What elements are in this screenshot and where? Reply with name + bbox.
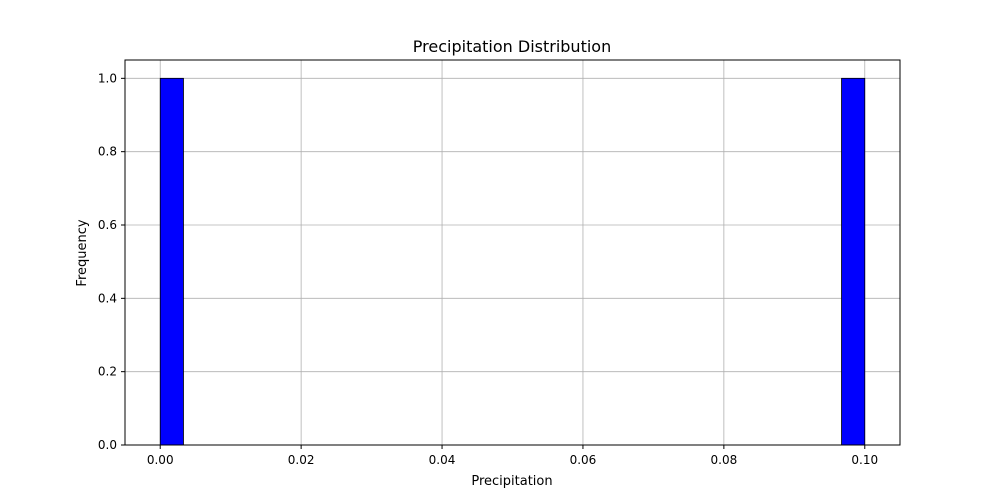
x-tick-label: 0.00 [147,453,174,467]
x-tick-label: 0.04 [429,453,456,467]
y-axis-label: Frequency [75,219,90,286]
grid-lines [125,60,900,446]
x-tick-label: 0.10 [851,453,878,467]
y-tick-label: 0.8 [98,145,117,159]
y-tick-label: 0.4 [98,291,117,305]
y-tick-label: 0.2 [98,365,117,379]
chart-title: Precipitation Distribution [413,37,611,56]
plot-area-frame [124,59,901,446]
x-tick-label: 0.06 [570,453,597,467]
histogram-bar [159,77,184,446]
x-axis-ticks: 0.00 0.02 0.04 0.06 0.08 0.10 [147,445,878,467]
histogram-bar [841,77,866,446]
x-tick-label: 0.02 [288,453,315,467]
y-axis-ticks: 0.0 0.2 0.4 0.6 0.8 1.0 [98,71,125,452]
x-tick-label: 0.08 [711,453,738,467]
y-tick-label: 0.6 [98,218,117,232]
histogram-bars [159,77,866,446]
y-tick-label: 1.0 [98,71,117,85]
x-axis-label: Precipitation [471,474,552,489]
y-tick-label: 0.0 [98,438,117,452]
